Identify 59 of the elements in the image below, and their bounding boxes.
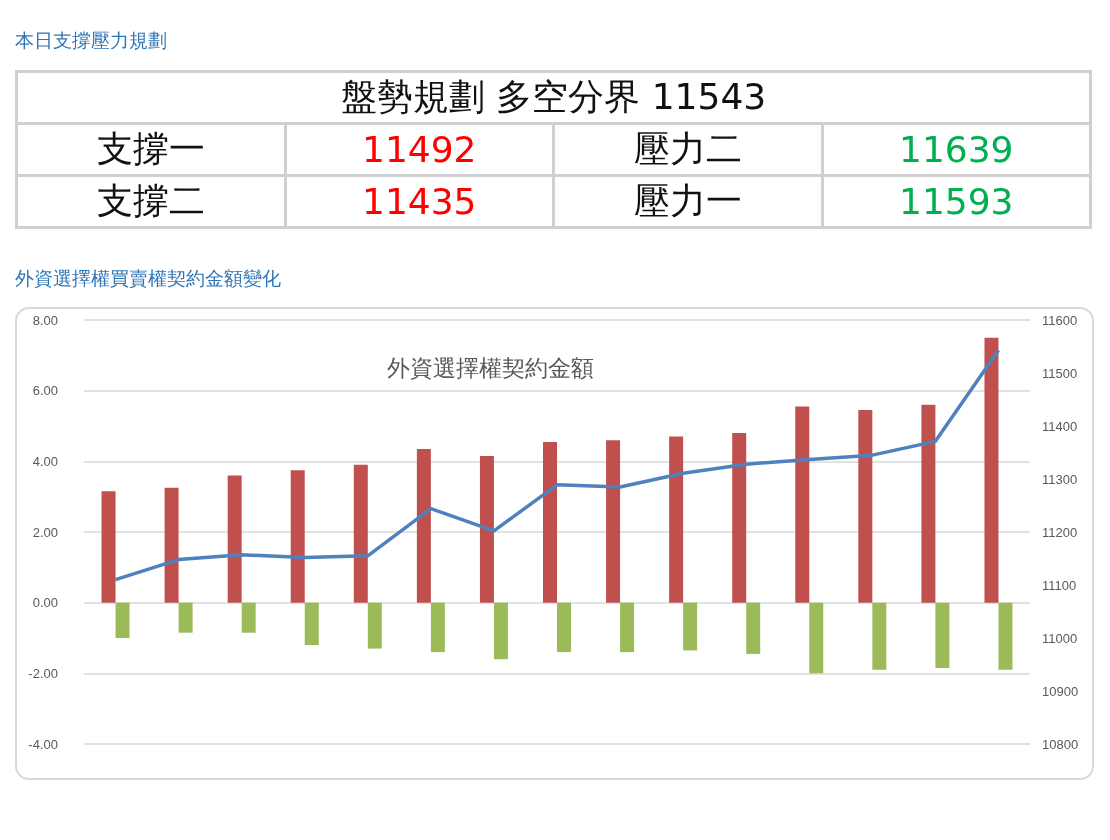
- bar: [164, 487, 179, 603]
- bar: [557, 602, 571, 653]
- y-tick-label: 8.00: [32, 312, 58, 328]
- bar: [479, 456, 494, 603]
- y2-tick-label: 11200: [1042, 524, 1078, 540]
- bar: [746, 602, 761, 654]
- bar: [858, 410, 873, 603]
- y2-tick-label: 10900: [1042, 683, 1079, 699]
- bar: [620, 602, 635, 653]
- bar: [935, 602, 950, 669]
- y-tick-label: 0.00: [32, 595, 58, 611]
- bar: [809, 602, 824, 674]
- bar: [921, 404, 936, 603]
- bar: [115, 602, 130, 638]
- bar: [430, 602, 445, 653]
- bar: [606, 440, 621, 603]
- y-tick-label: 2.00: [32, 524, 58, 540]
- bar: [795, 406, 810, 603]
- y2-tick-label: 11000: [1042, 630, 1078, 646]
- bar: [732, 433, 747, 603]
- bar: [101, 491, 116, 603]
- text: 11593: [822, 175, 1091, 228]
- y-tick-label: 6.00: [32, 383, 58, 399]
- text: 支撐一: [16, 123, 285, 176]
- bar: [669, 436, 684, 603]
- text: 11492: [285, 123, 554, 176]
- y-tick-label: -2.00: [28, 665, 58, 681]
- y2-tick-label: 11400: [1042, 418, 1078, 434]
- bar: [353, 464, 368, 603]
- bar: [872, 602, 887, 670]
- y2-tick-label: 11300: [1042, 471, 1078, 487]
- bar: [367, 602, 382, 649]
- y-tick-label: 4.00: [32, 453, 58, 469]
- bar: [227, 475, 242, 603]
- y-tick-label: -4.00: [28, 736, 58, 752]
- text: 壓力一: [553, 175, 822, 228]
- bar: [416, 448, 431, 603]
- bar: [290, 470, 305, 603]
- bar: [493, 602, 508, 660]
- y2-tick-label: 11100: [1042, 577, 1077, 593]
- bar: [178, 602, 193, 633]
- bar: [543, 441, 557, 603]
- y2-tick-label: 10800: [1042, 736, 1079, 752]
- bar: [241, 602, 256, 633]
- text: 壓力二: [553, 123, 822, 176]
- bar: [304, 602, 319, 646]
- bar: [683, 602, 698, 651]
- bar: [984, 337, 999, 603]
- text: 支撐二: [16, 175, 285, 228]
- line-series: [113, 348, 1001, 582]
- text: 11639: [822, 123, 1091, 176]
- chart-title: 外資選擇權買賣權契約金額變化: [15, 266, 281, 291]
- bar: [998, 602, 1013, 670]
- text: 11435: [285, 175, 554, 228]
- text: 盤勢規劃 多空分界 11543: [16, 71, 1091, 124]
- y2-tick-label: 11500: [1042, 365, 1078, 381]
- text: 本日支撐壓力規劃: [15, 28, 167, 53]
- y2-tick-label: 11600: [1042, 312, 1078, 328]
- text: 外資選擇權契約金額: [387, 354, 594, 381]
